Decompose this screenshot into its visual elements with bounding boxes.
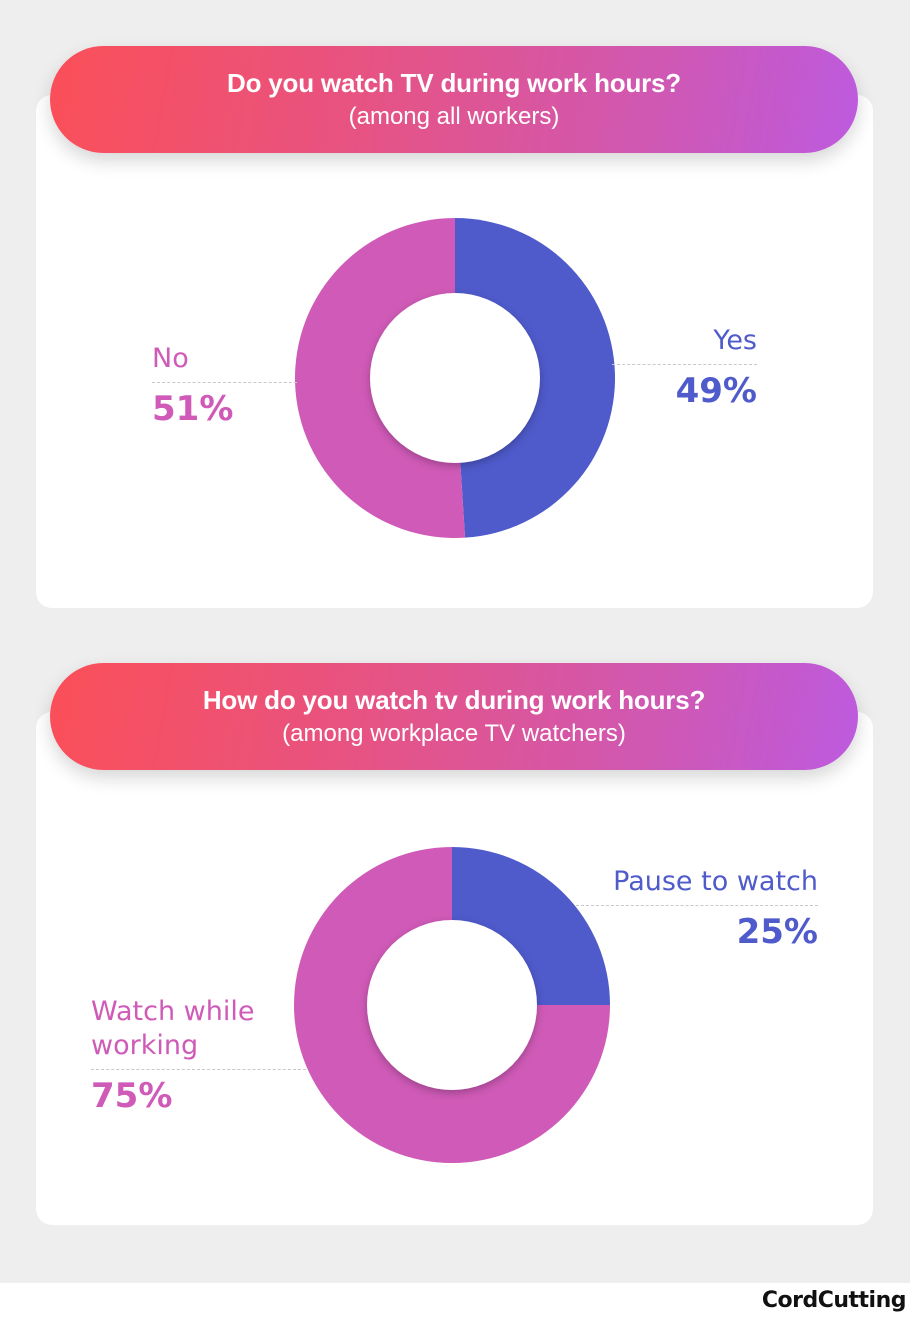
label-while: Watch while working 75% bbox=[91, 995, 306, 1116]
label-no-name: No bbox=[152, 343, 189, 374]
donut-hole-1 bbox=[370, 293, 540, 463]
label-pause-name: Pause to watch bbox=[613, 866, 818, 897]
label-yes-name: Yes bbox=[713, 325, 757, 356]
chart-title-1: Do you watch TV during work hours? bbox=[227, 67, 681, 98]
chart-subtitle-2: (among workplace TV watchers) bbox=[282, 719, 626, 747]
label-while-pct: 75% bbox=[91, 1076, 173, 1116]
label-no-pct: 51% bbox=[152, 389, 234, 429]
leader-line-while bbox=[91, 1069, 306, 1070]
cordcutting-logo: CordCutting bbox=[761, 1288, 907, 1313]
label-no: No 51% bbox=[152, 342, 297, 429]
label-pause-pct: 25% bbox=[736, 912, 818, 952]
donut-chart-1 bbox=[295, 218, 616, 538]
chart-header-2: How do you watch tv during work hours? (… bbox=[50, 663, 858, 770]
label-pause: Pause to watch 25% bbox=[576, 865, 818, 952]
chart-subtitle-1: (among all workers) bbox=[348, 102, 560, 130]
leader-line-yes bbox=[612, 364, 757, 365]
chart-header-1: Do you watch TV during work hours? (amon… bbox=[50, 46, 858, 153]
leader-line-no bbox=[152, 382, 297, 383]
label-yes-pct: 49% bbox=[675, 371, 757, 411]
chart-title-2: How do you watch tv during work hours? bbox=[202, 684, 706, 715]
label-while-name-2: working bbox=[91, 1030, 199, 1061]
donut-chart-2 bbox=[294, 847, 610, 1163]
donut-hole-2 bbox=[367, 920, 537, 1090]
label-yes: Yes 49% bbox=[612, 324, 757, 411]
label-while-name-1: Watch while bbox=[91, 996, 255, 1027]
leader-line-pause bbox=[576, 905, 818, 906]
